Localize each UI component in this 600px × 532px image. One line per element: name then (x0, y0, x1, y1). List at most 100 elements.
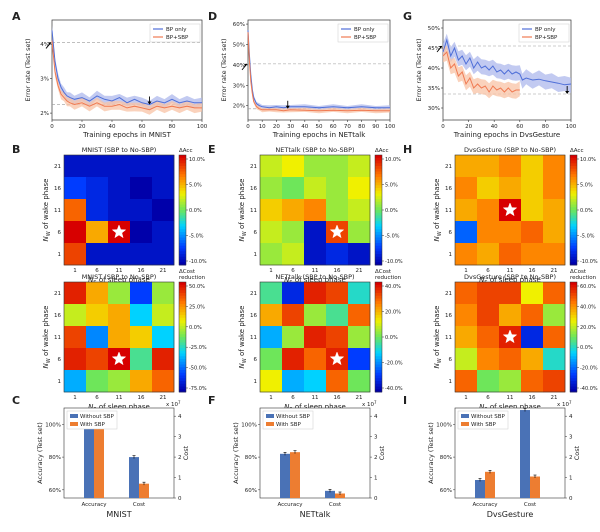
heatmap-cell (499, 348, 522, 371)
colorbar-tick-label: 0.0% (189, 208, 202, 214)
colorbar-segment (570, 256, 577, 260)
heatmap-cell (521, 282, 544, 305)
colorbar-label: ΔAcc (570, 148, 583, 154)
colorbar-segment (179, 237, 186, 241)
legend-box (262, 410, 314, 430)
y-axis-label: Error rate (Test set) (24, 38, 32, 101)
y2-tick-label: 1 (178, 476, 182, 482)
colorbar-segment (375, 356, 382, 360)
heatmap-cell (260, 304, 283, 327)
heatmap-cell (304, 199, 327, 222)
colorbar-tick-label: 0.0% (580, 345, 593, 351)
colorbar-segment (179, 290, 186, 294)
panel-letter-H: H (403, 143, 412, 156)
heatmap-y-tick-label: 16 (54, 186, 61, 192)
x-tick-label: 0 (246, 124, 250, 130)
heatmap-cell (348, 348, 371, 371)
colorbar-segment (179, 331, 186, 335)
heatmap-y-axis-label: NW of wake phase (238, 179, 248, 242)
accuracy-bar-with-sbp (94, 427, 104, 498)
heatmap-x-tick-label: 6 (291, 268, 295, 274)
x-tick-label: 50 (316, 124, 323, 130)
colorbar-segment (570, 251, 577, 255)
heatmap-cell (130, 221, 153, 244)
accuracy-bar-without-sbp (475, 480, 485, 498)
heatmap-y-tick-label: 6 (58, 230, 62, 236)
heatmap-x-tick-label: 21 (356, 268, 363, 274)
heatmap-cell (348, 155, 371, 178)
heatmap-cell (152, 221, 175, 244)
colorbar-segment (375, 188, 382, 192)
y2-tick-label: 2 (569, 455, 573, 461)
colorbar-segment (179, 177, 186, 181)
legend-label-bp: BP only (354, 27, 375, 33)
colorbar-label: reduction (375, 275, 402, 281)
heatmap-frame (454, 154, 566, 266)
accuracy-bar-with-sbp (485, 471, 495, 498)
heatmap-cell (64, 282, 87, 305)
x-tick-label: 40 (301, 124, 308, 130)
arrow-end-head (285, 105, 290, 109)
heatmap-cell (64, 370, 87, 393)
colorbar-tick-label: -20.0% (580, 366, 598, 372)
colorbar-segment (570, 237, 577, 241)
colorbar-segment (375, 315, 382, 319)
colorbar-segment (375, 185, 382, 189)
colorbar-segment (570, 317, 577, 321)
colorbar-segment (375, 210, 382, 214)
cost-scale-label: x 107 (557, 400, 572, 408)
heatmap-x-tick-label: 11 (312, 268, 319, 274)
cost-heatmap-panel-H: DvsGesture (SBP to No-SBP)1 6 11 16 21211611… (433, 269, 598, 413)
colorbar-segment (375, 304, 382, 308)
heatmap-title: MNIST (SBP to No-SBP) (82, 273, 157, 281)
colorbar-segment (570, 323, 577, 327)
colorbar-segment (179, 282, 186, 286)
colorbar-segment (375, 381, 382, 385)
heatmap-cell (64, 199, 87, 222)
y-tick-label: 40% (233, 63, 245, 69)
heatmap-cell (130, 155, 153, 178)
colorbar-segment (570, 190, 577, 194)
heatmap-y-axis-label: NW of wake phase (238, 306, 248, 369)
heatmap-y-axis-label: NW of wake phase (42, 306, 52, 369)
colorbar-segment (570, 215, 577, 219)
colorbar-segment (375, 284, 382, 288)
heatmap-cell (348, 304, 371, 327)
colorbar-segment (179, 171, 186, 175)
x-tick-label: 80 (542, 124, 549, 130)
colorbar-segment (570, 168, 577, 172)
star-marker (111, 351, 127, 366)
colorbar-segment (375, 348, 382, 352)
colorbar-segment (570, 182, 577, 186)
x-tick-label: 100 (566, 124, 577, 130)
colorbar-segment (570, 356, 577, 360)
colorbar-segment (179, 232, 186, 236)
y-axis-label: Accuracy (Test set) (232, 422, 240, 484)
colorbar-segment (375, 259, 382, 263)
heatmap-cell (86, 326, 109, 349)
y-tick-label: 100% (45, 422, 61, 428)
colorbar-tick-label: -40.0% (580, 386, 598, 392)
colorbar-segment (570, 345, 577, 349)
heatmap-cell (304, 370, 327, 393)
heatmap-x-tick-label: 1 (464, 395, 468, 401)
heatmap-cell (64, 243, 87, 266)
x-tick-label: 60 (139, 124, 146, 130)
colorbar-segment (570, 301, 577, 305)
colorbar-segment (375, 251, 382, 255)
heatmap-y-tick-label: 11 (250, 335, 257, 341)
heatmap-cell (304, 155, 327, 178)
heatmap-cell (260, 348, 283, 371)
colorbar-segment (570, 166, 577, 170)
bp-only-band (443, 33, 571, 93)
heatmap-x-tick-label: 21 (551, 395, 558, 401)
heatmap-x-tick-label: 6 (95, 268, 99, 274)
colorbar-segment (179, 254, 186, 258)
y-tick-label: 45% (428, 46, 440, 52)
colorbar-segment (179, 309, 186, 313)
y2-tick-label: 1 (569, 476, 573, 482)
colorbar-segment (570, 232, 577, 236)
colorbar-segment (179, 383, 186, 387)
colorbar-segment (570, 342, 577, 346)
